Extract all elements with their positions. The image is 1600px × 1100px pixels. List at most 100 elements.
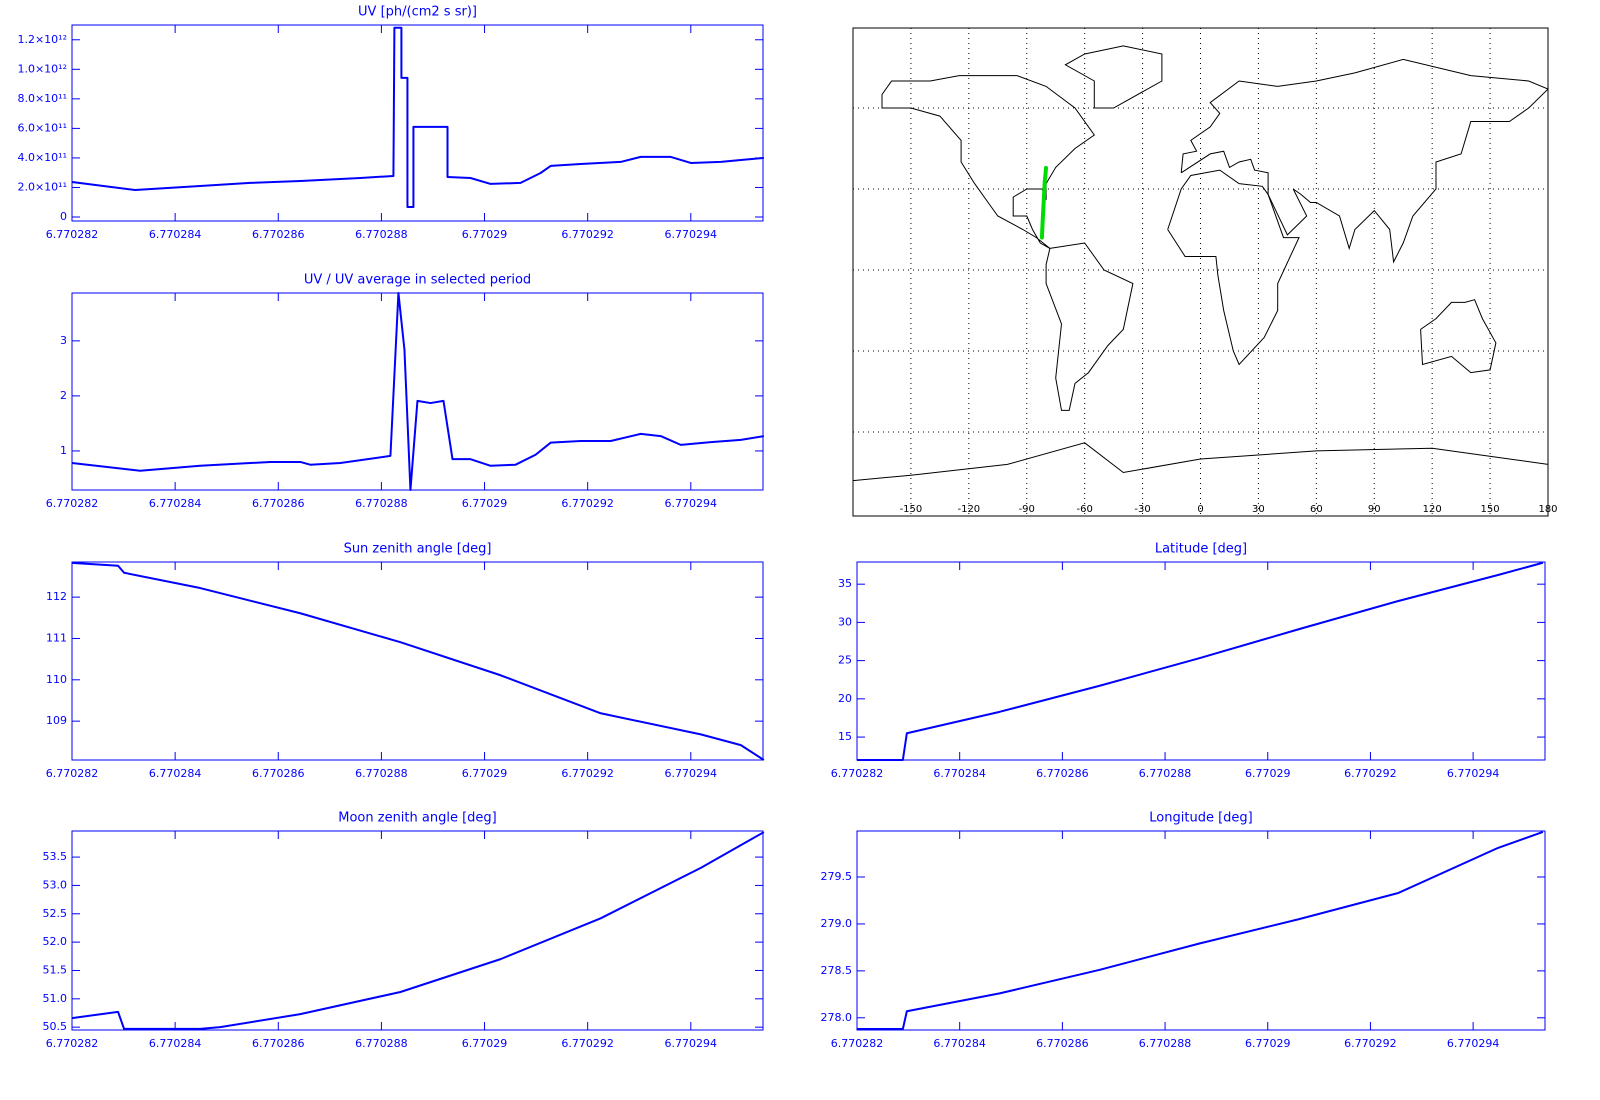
map-tick-label: -120: [957, 504, 980, 515]
map-tick-label: 90: [1368, 504, 1381, 515]
coastline-south-america: [1045, 242, 1134, 411]
x-tick-label: 6.770288: [355, 497, 408, 510]
y-tick-label: 111: [46, 631, 67, 644]
x-tick-label: 6.770284: [149, 497, 202, 510]
x-tick-label: 6.770292: [1344, 1037, 1397, 1050]
x-tick-label: 6.77029: [462, 228, 508, 241]
satellite-track: [1039, 165, 1049, 240]
y-tick-label: 15: [838, 730, 852, 743]
x-tick-label: 6.770286: [252, 497, 305, 510]
chart-title: UV / UV average in selected period: [304, 273, 531, 288]
x-tick-label: 6.770288: [1139, 767, 1192, 780]
x-tick-label: 6.770282: [46, 767, 99, 780]
y-tick-label: 53.5: [43, 850, 68, 863]
y-tick-label: 51.5: [43, 963, 68, 976]
y-tick-label: 30: [838, 615, 852, 628]
coastline-africa: [1167, 169, 1300, 366]
x-tick-label: 6.770284: [149, 1037, 202, 1050]
line-chart: Moon zenith angle [deg] 6.770282 6.770284 6…: [43, 811, 765, 1050]
x-tick-label: 6.770286: [252, 767, 305, 780]
chart-title: Latitude [deg]: [1155, 542, 1247, 557]
y-tick-label: 1.0×10¹²: [17, 62, 67, 75]
map-tick-label: -60: [1076, 504, 1092, 515]
plot-frame: [71, 830, 764, 1031]
chart-title: Sun zenith angle [deg]: [344, 542, 492, 557]
map-tick-label: 120: [1423, 504, 1442, 515]
x-tick-label: 6.770286: [252, 1037, 305, 1050]
map-tick-label: 30: [1252, 504, 1265, 515]
plot-frame: [71, 292, 764, 491]
coastline-eurasia: [1180, 58, 1549, 264]
x-tick-label: 6.770286: [1036, 1037, 1089, 1050]
y-tick-label: 2: [60, 389, 67, 402]
y-tick-label: 35: [838, 577, 852, 590]
x-tick-label: 6.770282: [46, 228, 99, 241]
y-tick-label: 6.0×10¹¹: [17, 121, 67, 134]
x-tick-label: 6.770294: [665, 228, 718, 241]
x-tick-label: 6.770282: [46, 497, 99, 510]
map-tick-label: -30: [1134, 504, 1150, 515]
y-tick-label: 109: [46, 714, 67, 727]
world-map: -150 -120 -90 -60 -30 0 30 60 90 120 150 180: [852, 27, 1558, 517]
y-tick-label: 4.0×10¹¹: [17, 151, 67, 164]
map-tick-label: 150: [1481, 504, 1500, 515]
x-tick-label: 6.77029: [462, 497, 508, 510]
map-tick-label: 60: [1310, 504, 1323, 515]
y-tick-label: 20: [838, 692, 852, 705]
map-frame: [852, 27, 1549, 517]
y-tick-label: 278.0: [821, 1011, 853, 1024]
map-tick-label: -90: [1019, 504, 1035, 515]
x-tick-label: 6.770282: [831, 767, 884, 780]
data-line: [857, 561, 1544, 761]
map-tick-label: 0: [1197, 504, 1203, 515]
x-tick-label: 6.770282: [831, 1037, 884, 1050]
coastline-australia: [1420, 299, 1497, 374]
y-tick-label: 110: [46, 673, 67, 686]
chart-title: Longitude [deg]: [1149, 811, 1252, 826]
y-tick-label: 53.0: [43, 878, 68, 891]
y-tick-label: 52.0: [43, 935, 68, 948]
map-tick-label: -150: [900, 504, 923, 515]
y-tick-label: 51.0: [43, 992, 68, 1005]
line-chart: Latitude [deg] 6.770282 6.770284 6.770286 6.…: [831, 542, 1546, 780]
plot-frame: [71, 24, 764, 222]
x-tick-label: 6.770284: [933, 1037, 986, 1050]
line-chart: UV / UV average in selected period 6.7702…: [46, 273, 765, 510]
y-tick-label: 8.0×10¹¹: [17, 92, 67, 105]
y-tick-label: 52.5: [43, 907, 68, 920]
x-tick-label: 6.77029: [462, 767, 508, 780]
y-tick-label: 279.5: [821, 870, 853, 883]
y-tick-label: 0: [60, 210, 67, 223]
x-tick-label: 6.770294: [1447, 1037, 1500, 1050]
data-line: [71, 831, 765, 1030]
x-tick-label: 6.770294: [665, 767, 718, 780]
x-tick-label: 6.770284: [933, 767, 986, 780]
line-chart: Longitude [deg] 6.770282 6.770284 6.770286 6…: [821, 811, 1546, 1050]
coastline-north-america: [881, 75, 1096, 249]
plot-frame: [856, 830, 1546, 1031]
x-tick-label: 6.770282: [46, 1037, 99, 1050]
y-tick-label: 1.2×10¹²: [17, 33, 67, 46]
y-tick-label: 1: [60, 444, 67, 457]
x-tick-label: 6.770292: [561, 497, 614, 510]
x-tick-label: 6.770288: [355, 767, 408, 780]
line-chart: Sun zenith angle [deg] 6.770282 6.770284 6.…: [46, 542, 765, 780]
x-tick-label: 6.770284: [149, 228, 202, 241]
x-tick-label: 6.770286: [1036, 767, 1089, 780]
y-tick-label: 279.0: [821, 917, 853, 930]
x-tick-label: 6.770284: [149, 767, 202, 780]
y-tick-label: 278.5: [821, 964, 853, 977]
x-tick-label: 6.770294: [665, 1037, 718, 1050]
y-tick-label: 3: [60, 334, 67, 347]
x-tick-label: 6.770288: [355, 1037, 408, 1050]
y-tick-label: 2.0×10¹¹: [17, 180, 67, 193]
plot-frame: [71, 561, 764, 761]
x-tick-label: 6.77029: [1245, 1037, 1291, 1050]
chart-title: UV [ph/(cm2 s sr)]: [358, 5, 477, 20]
x-tick-label: 6.77029: [1245, 767, 1291, 780]
y-tick-label: 112: [46, 590, 67, 603]
data-line: [71, 292, 765, 491]
coastline-greenland: [1064, 45, 1163, 109]
x-tick-label: 6.770292: [561, 1037, 614, 1050]
